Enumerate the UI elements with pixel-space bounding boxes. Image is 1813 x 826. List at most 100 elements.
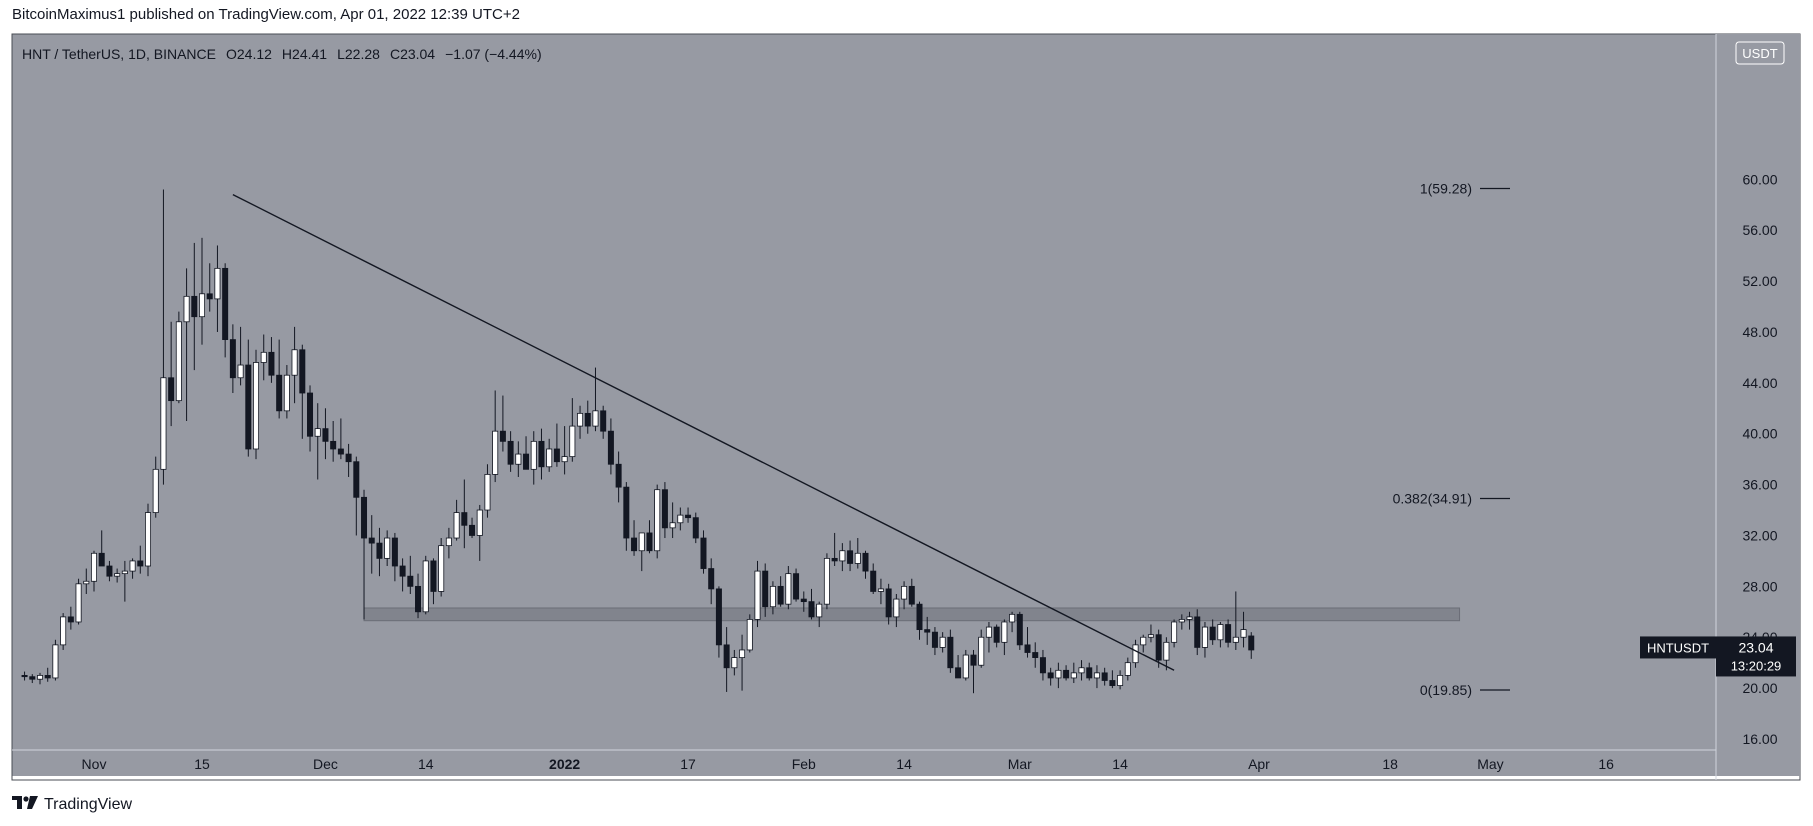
candle-body-up bbox=[1186, 616, 1193, 620]
candle-body-up bbox=[530, 440, 537, 470]
candle-body-up bbox=[731, 657, 738, 669]
candle-body-up bbox=[438, 545, 445, 592]
candle-body-up bbox=[1147, 634, 1154, 638]
candle bbox=[206, 263, 213, 312]
high-label: H bbox=[282, 46, 292, 62]
candle-body-up bbox=[422, 560, 429, 613]
candle bbox=[1070, 662, 1077, 684]
candle bbox=[183, 268, 190, 421]
candle bbox=[908, 578, 915, 607]
candle-body-down bbox=[762, 570, 769, 608]
candle-body-down bbox=[21, 675, 28, 678]
candle-body-up bbox=[453, 512, 460, 539]
open-label: O bbox=[226, 46, 237, 62]
candle-body-down bbox=[715, 588, 722, 646]
candle-body-down bbox=[137, 560, 144, 567]
candle-body-up bbox=[1117, 675, 1124, 686]
candle bbox=[507, 431, 514, 472]
candle bbox=[415, 573, 422, 619]
candle-body-up bbox=[492, 430, 499, 475]
candle-body-up bbox=[83, 580, 90, 585]
candle-body-down bbox=[1248, 635, 1255, 651]
candle-body-down bbox=[1032, 652, 1039, 658]
candle bbox=[83, 568, 90, 594]
candle bbox=[1163, 637, 1170, 671]
candle-body-down bbox=[106, 565, 113, 577]
candle bbox=[345, 443, 352, 477]
candle bbox=[600, 405, 607, 439]
candle bbox=[1186, 611, 1193, 630]
candle bbox=[685, 507, 692, 523]
candle bbox=[754, 560, 761, 628]
y-tick-label: 40.00 bbox=[1742, 426, 1777, 442]
candle bbox=[1132, 639, 1139, 668]
candle bbox=[91, 550, 98, 592]
candle-body-up bbox=[175, 321, 182, 402]
candle-body-down bbox=[1024, 644, 1031, 653]
candle bbox=[137, 545, 144, 574]
candle-body-down bbox=[661, 489, 668, 529]
change-value: −1.07 (−4.44%) bbox=[445, 46, 542, 62]
candle bbox=[885, 583, 892, 625]
candle bbox=[129, 558, 136, 579]
last-price-tag: HNTUSDT 23.04 13:20:29 bbox=[1640, 636, 1796, 677]
candle-body-down bbox=[615, 463, 622, 488]
candle-body-up bbox=[91, 552, 98, 582]
candle bbox=[98, 530, 105, 567]
candle-body-down bbox=[708, 568, 715, 590]
candle-body-down bbox=[847, 550, 854, 564]
x-tick-label: 2022 bbox=[549, 756, 580, 772]
candle bbox=[762, 563, 769, 617]
candle-body-down bbox=[1016, 613, 1023, 646]
fib-level-label: 0.382(34.91) bbox=[1393, 490, 1472, 506]
candle-body-up bbox=[291, 349, 298, 376]
candle bbox=[669, 502, 676, 539]
candle-body-down bbox=[29, 676, 36, 680]
candle-body-down bbox=[307, 392, 314, 437]
candle-body-up bbox=[669, 522, 676, 529]
candle bbox=[777, 576, 784, 607]
price-tag-countdown: 13:20:29 bbox=[1731, 658, 1782, 673]
fib-level: 0.382(34.91) bbox=[1393, 490, 1510, 506]
candle-body-down bbox=[1109, 680, 1116, 686]
candle-body-down bbox=[507, 440, 514, 465]
candle-body-down bbox=[276, 374, 283, 412]
trendline-segment bbox=[232, 193, 1175, 671]
candle bbox=[229, 324, 236, 394]
candle bbox=[931, 627, 938, 656]
candle-body-up bbox=[114, 573, 121, 577]
candle bbox=[484, 464, 491, 518]
candle bbox=[199, 237, 206, 345]
candle bbox=[353, 456, 360, 536]
low-value: 22.28 bbox=[345, 46, 380, 62]
candle-body-up bbox=[1078, 667, 1085, 674]
candle bbox=[1248, 632, 1255, 659]
candle-body-down bbox=[1225, 624, 1232, 643]
candle-body-down bbox=[538, 440, 545, 468]
candle bbox=[1078, 660, 1085, 681]
candle bbox=[260, 334, 267, 381]
candle bbox=[1063, 665, 1070, 681]
candle-body-up bbox=[854, 552, 861, 564]
candle-body-down bbox=[885, 588, 892, 618]
candle bbox=[530, 431, 537, 485]
currency-button[interactable]: USDT bbox=[1735, 41, 1785, 65]
candle bbox=[731, 649, 738, 676]
candle-body-up bbox=[546, 448, 553, 468]
candle bbox=[407, 555, 414, 594]
candle-body-up bbox=[1232, 636, 1239, 643]
candle bbox=[276, 339, 283, 419]
candle bbox=[962, 649, 969, 681]
candle bbox=[60, 613, 67, 650]
candle-body-down bbox=[368, 537, 375, 544]
candle-body-down bbox=[1063, 669, 1070, 679]
candle bbox=[1093, 665, 1100, 689]
candle bbox=[469, 517, 476, 539]
candle-body-down bbox=[870, 570, 877, 592]
candle bbox=[654, 484, 661, 559]
symbol-tag-label: HNTUSDT bbox=[1647, 640, 1709, 655]
y-tick-label: 48.00 bbox=[1742, 324, 1777, 340]
candle bbox=[553, 423, 560, 467]
candle-body-down bbox=[1039, 657, 1046, 674]
